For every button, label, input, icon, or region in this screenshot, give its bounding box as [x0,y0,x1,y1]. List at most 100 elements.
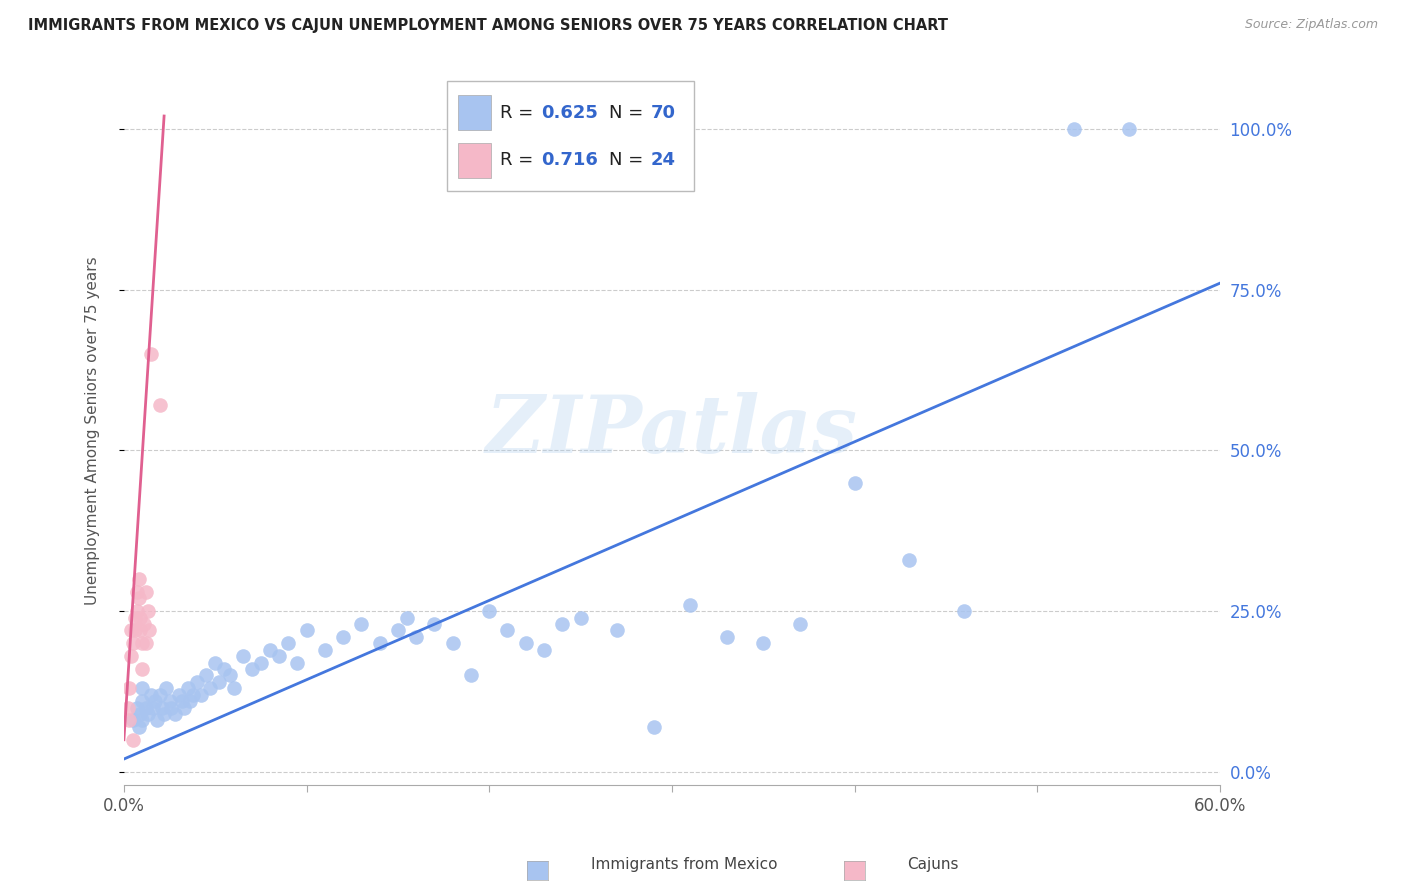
Point [150,700,173,714]
Point [141,347,163,361]
Point [423,617,446,632]
Text: 0.716: 0.716 [541,152,599,169]
Point [142,700,165,714]
Point [131,714,153,728]
Point [135,636,157,650]
Point [405,630,427,644]
Point [159,694,181,708]
Text: R =: R = [499,103,538,122]
Point [250,656,273,670]
Point [124,624,146,638]
Point [131,681,153,696]
Point [122,636,145,650]
Point [131,694,153,708]
Bar [447,81,693,191]
Point [240,662,263,676]
Text: 70: 70 [651,103,676,122]
Text: IMMIGRANTS FROM MEXICO VS CAJUN UNEMPLOYMENT AMONG SENIORS OVER 75 YEARS CORRELA: IMMIGRANTS FROM MEXICO VS CAJUN UNEMPLOY… [28,18,948,33]
Point [125,604,148,618]
Point [1063,121,1085,136]
Point [167,688,190,702]
Point [153,706,176,721]
Point [314,642,336,657]
Point [128,591,150,606]
Point [569,610,592,624]
Point [208,674,231,689]
Text: N =: N = [609,152,650,169]
Point [160,700,183,714]
Text: Source: ZipAtlas.com: Source: ZipAtlas.com [1244,18,1378,31]
Point [844,475,866,490]
Point [181,688,204,702]
Point [190,688,212,702]
Point [387,624,409,638]
Point [138,624,160,638]
Point [295,624,318,638]
Bar [458,143,491,178]
Text: Immigrants from Mexico: Immigrants from Mexico [591,857,778,871]
Point [350,617,373,632]
Point [496,624,519,638]
Text: Cajuns: Cajuns [907,857,959,871]
Point [135,585,157,599]
Point [129,624,152,638]
Point [124,610,146,624]
Point [143,694,166,708]
Point [232,649,254,664]
Point [125,585,148,599]
Text: ZIPatlas: ZIPatlas [486,392,858,470]
Point [141,688,163,702]
Point [128,572,150,586]
Point [118,681,141,696]
Point [122,714,145,728]
Point [135,700,157,714]
Point [129,610,152,624]
Point [117,700,139,714]
Point [606,624,628,638]
Text: 0.625: 0.625 [541,103,599,122]
Point [277,636,299,650]
Point [177,681,200,696]
Point [120,624,142,638]
Point [173,700,195,714]
Text: R =: R = [499,152,538,169]
Point [478,604,501,618]
Y-axis label: Unemployment Among Seniors over 75 years: Unemployment Among Seniors over 75 years [86,257,100,606]
Point [395,610,418,624]
Point [515,636,537,650]
Point [129,706,152,721]
Point [1118,121,1140,136]
Point [136,604,159,618]
Point [186,674,208,689]
Point [172,694,194,708]
Point [120,649,142,664]
Point [368,636,391,650]
Point [136,706,159,721]
Point [146,714,169,728]
Text: N =: N = [609,103,650,122]
Point [155,681,177,696]
Bar [458,95,491,130]
Point [533,642,555,657]
Point [125,700,148,714]
Point [118,714,141,728]
Point [214,662,236,676]
Point [551,617,574,632]
Point [716,630,738,644]
Point [953,604,976,618]
Point [149,398,172,412]
Point [259,642,281,657]
Point [789,617,811,632]
Text: 24: 24 [651,152,676,169]
Point [460,668,482,682]
Point [332,630,354,644]
Point [643,720,665,734]
Point [165,706,187,721]
Point [287,656,309,670]
Point [132,617,155,632]
Point [149,688,172,702]
Point [222,681,245,696]
Point [131,662,153,676]
Point [752,636,775,650]
Point [218,668,240,682]
